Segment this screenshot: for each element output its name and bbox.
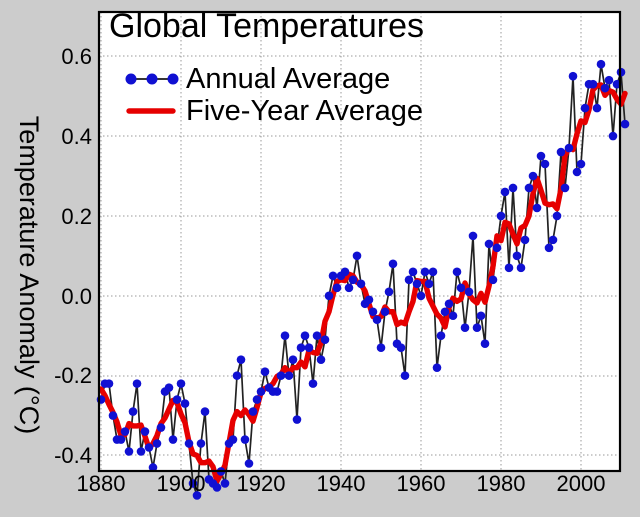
svg-text:0.6: 0.6: [61, 44, 92, 69]
svg-text:0.4: 0.4: [61, 124, 92, 149]
svg-text:1980: 1980: [477, 471, 526, 496]
svg-text:1880: 1880: [77, 471, 126, 496]
svg-text:-0.2: -0.2: [54, 363, 92, 388]
svg-text:Annual Average: Annual Average: [186, 63, 390, 95]
svg-text:0.0: 0.0: [61, 284, 92, 309]
svg-text:Temperature Anomaly (°C): Temperature Anomaly (°C): [14, 116, 44, 434]
svg-text:1900: 1900: [157, 471, 206, 496]
svg-text:1960: 1960: [397, 471, 446, 496]
svg-text:Global Temperatures: Global Temperatures: [109, 7, 424, 45]
svg-text:Five-Year Average: Five-Year Average: [186, 95, 423, 127]
svg-text:-0.4: -0.4: [54, 443, 92, 468]
svg-text:2000: 2000: [557, 471, 606, 496]
svg-text:1920: 1920: [237, 471, 286, 496]
svg-text:1940: 1940: [317, 471, 366, 496]
svg-text:0.2: 0.2: [61, 204, 92, 229]
